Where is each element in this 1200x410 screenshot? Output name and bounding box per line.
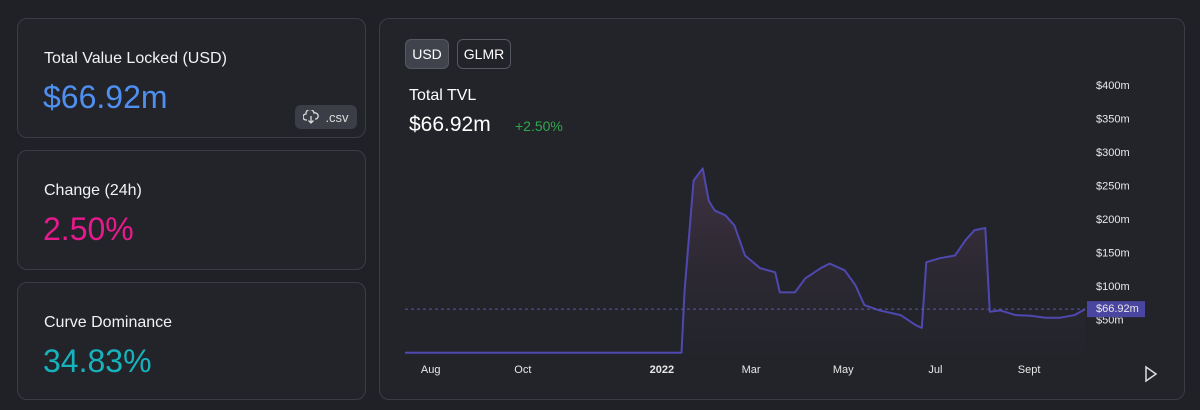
card-label: Curve Dominance: [44, 314, 173, 331]
y-tick-label: $150m: [1096, 247, 1130, 259]
tvl-card: Total Value Locked (USD) $66.92m .csv: [17, 18, 366, 138]
y-tick-label: $400m: [1096, 80, 1130, 92]
y-tick-label: $200m: [1096, 214, 1130, 226]
y-tick-label: $300m: [1096, 147, 1130, 159]
current-value-badge: [1087, 301, 1145, 318]
y-tick-label: $250m: [1096, 180, 1130, 192]
dominance-card: Curve Dominance 34.83%: [17, 282, 366, 400]
card-label: Total Value Locked (USD): [44, 50, 227, 67]
x-tick-label: Aug: [421, 364, 441, 376]
y-tick-label: $350m: [1096, 113, 1130, 125]
glmr-toggle[interactable]: GLMR: [457, 39, 511, 69]
line: [405, 167, 1086, 354]
x-tick-label: 2022: [650, 364, 674, 376]
csv-button[interactable]: .csv: [295, 105, 357, 129]
usd-toggle[interactable]: USD: [405, 39, 449, 69]
current-value-label: $66.92m: [1096, 303, 1139, 315]
card-label: Change (24h): [44, 182, 142, 199]
card-value: 2.50%: [43, 211, 134, 247]
y-tick-label: $100m: [1096, 281, 1130, 293]
change-card: Change (24h) 2.50%: [17, 150, 366, 270]
headline-change: +2.50%: [515, 118, 563, 134]
card-value: 34.83%: [43, 343, 152, 379]
csv-label: .csv: [325, 109, 349, 125]
x-tick-label: Jul: [928, 364, 942, 376]
area: [405, 168, 1085, 354]
play-button[interactable]: [1145, 365, 1158, 383]
download-icon: [303, 110, 320, 124]
chart-title: Total TVL: [409, 87, 477, 104]
x-tick-label: Oct: [514, 364, 531, 376]
x-tick-label: Sept: [1018, 364, 1041, 376]
x-tick-label: May: [833, 364, 854, 376]
headline-value: $66.92m: [409, 113, 491, 136]
card-value: $66.92m: [43, 79, 168, 115]
x-tick-label: Mar: [742, 364, 761, 376]
y-tick-label: $50m: [1096, 314, 1124, 326]
